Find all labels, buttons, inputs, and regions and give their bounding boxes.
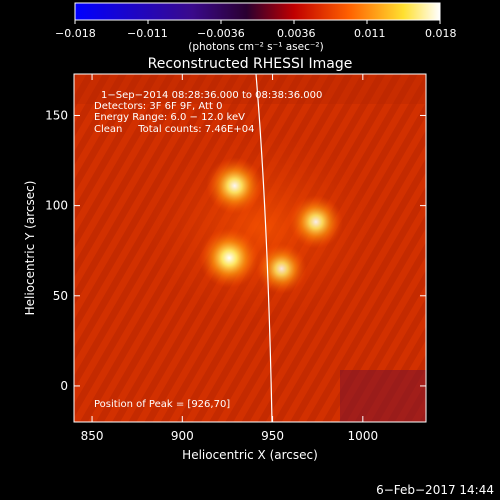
colorbar-tick-label: 0.018 [425, 27, 457, 40]
y-tick-label: 150 [45, 108, 68, 122]
y-tick-label: 100 [45, 199, 68, 213]
colorbar-tick-label: −0.0036 [197, 27, 245, 40]
x-tick-label: 850 [81, 429, 104, 443]
x-axis-label: Heliocentric X (arcsec) [182, 448, 318, 462]
colorbar-gradient [74, 2, 441, 21]
info-time-range: 1−Sep−2014 08:28:36.000 to 08:38:36.000 [101, 90, 322, 101]
source-glow [142, 128, 382, 328]
colorbar: −0.018 −0.011 −0.0036 0.0036 0.011 0.018… [55, 2, 457, 53]
xray-source [289, 195, 343, 249]
y-axis-label: Heliocentric Y (arcsec) [23, 181, 37, 316]
source-layer [199, 157, 343, 294]
xray-source [199, 227, 260, 288]
info-detectors: Detectors: 3F 6F 9F, Att 0 [94, 101, 222, 112]
colorbar-tick-label: −0.018 [55, 27, 96, 40]
colorbar-tick-label: 0.011 [354, 27, 386, 40]
xray-source [206, 157, 264, 215]
image-title: Reconstructed RHESSI Image [148, 56, 353, 72]
y-axis-ticks: 0 50 100 150 [45, 108, 426, 393]
image-dark-corner [340, 370, 426, 422]
x-tick-label: 1000 [348, 429, 379, 443]
rhessi-image [74, 74, 426, 422]
x-tick-label: 900 [171, 429, 194, 443]
colorbar-tick-label: 0.0036 [277, 27, 316, 40]
x-axis-ticks: 850 900 950 1000 [81, 74, 378, 443]
colorbar-ticks [74, 20, 441, 24]
image-top-shade [74, 74, 426, 104]
footer-timestamp: 6−Feb−2017 14:44 [376, 483, 494, 497]
info-energy-range: Energy Range: 6.0 − 12.0 keV [94, 112, 245, 123]
colorbar-tick-label: −0.011 [127, 27, 168, 40]
solar-limb-line [255, 74, 273, 422]
x-tick-label: 950 [261, 429, 284, 443]
xray-source [256, 243, 307, 294]
info-clean-counts: Clean Total counts: 7.46E+04 [94, 124, 254, 135]
y-tick-label: 0 [60, 379, 68, 393]
y-tick-label: 50 [53, 289, 68, 303]
peak-position-label: Position of Peak = [926,70] [94, 399, 230, 410]
plot-frame [73, 73, 427, 423]
colorbar-units-label: (photons cm⁻² s⁻¹ asec⁻²) [188, 41, 323, 53]
